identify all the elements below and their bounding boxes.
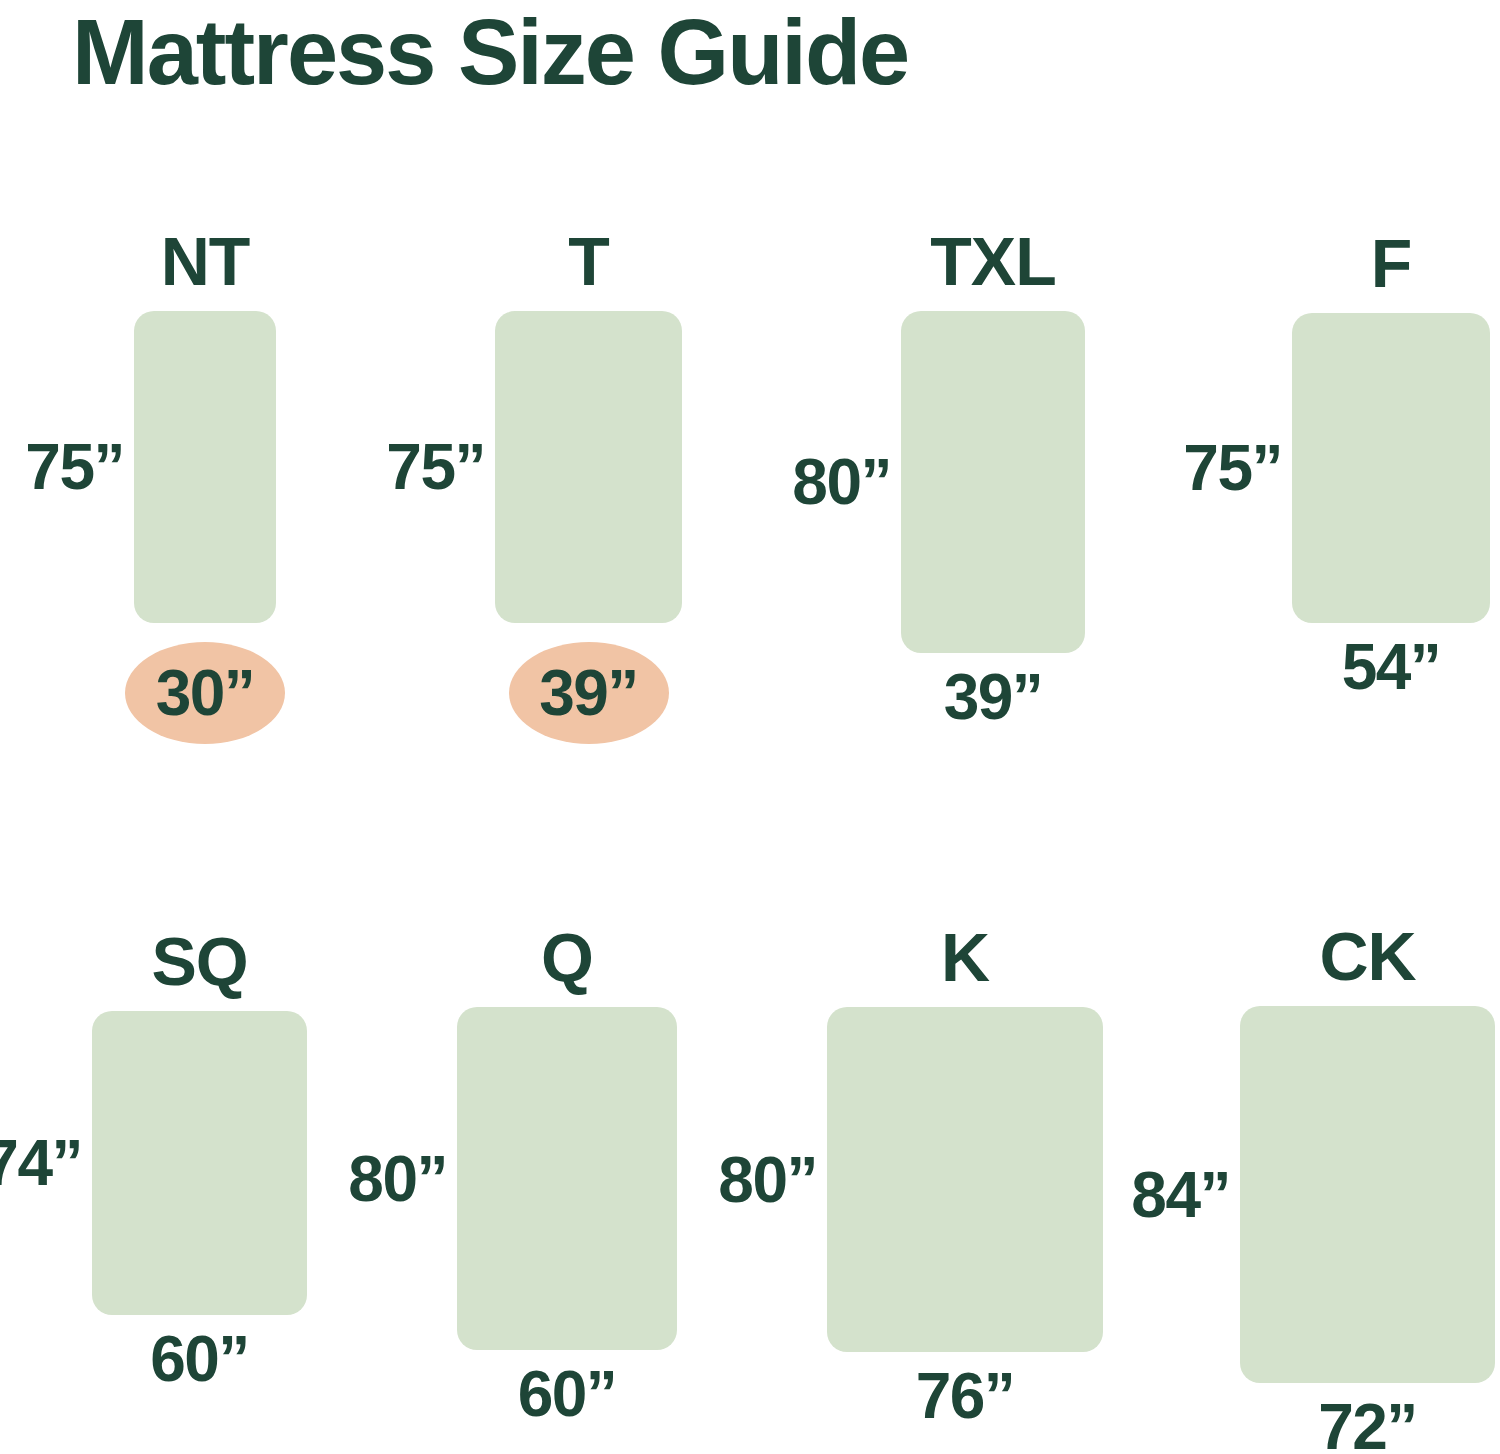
height-dimension-label: 80” [792,450,891,514]
width-dimension-label: 76” [916,1364,1015,1428]
mattress-rect [1240,1006,1495,1383]
page-title: Mattress Size Guide [72,2,908,102]
height-dimension-label: 75” [386,435,485,499]
height-dimension-label: 74” [0,1131,82,1195]
size-code-label: CK [1319,922,1415,990]
mattress-size-guide-diagram: Mattress Size Guide NT 75” 30” T 75” 39”… [0,0,1500,1454]
highlight-oval: 30” [125,642,285,744]
mattress-rect [827,1007,1103,1352]
mattress-rect [457,1007,677,1350]
height-dimension-label: 75” [1183,436,1282,500]
highlight-oval: 39” [509,642,669,744]
mattress-rect [92,1011,307,1315]
height-dimension-label: 80” [348,1147,447,1211]
width-dimension-label: 60” [150,1327,249,1391]
width-dimension-label: 54” [1342,635,1441,699]
mattress-rect [495,311,682,623]
size-code-label: F [1371,229,1412,297]
size-code-label: K [941,923,989,991]
mattress-rect [1292,313,1490,623]
size-code-label: T [568,227,609,295]
height-dimension-label: 75” [25,435,124,499]
size-code-label: SQ [151,927,247,995]
width-dimension-label: 39” [944,665,1043,729]
size-code-label: NT [161,227,250,295]
mattress-rect [901,311,1085,653]
size-code-label: TXL [930,227,1055,295]
height-dimension-label: 80” [718,1148,817,1212]
mattress-rect [134,311,276,623]
width-dimension-label: 60” [518,1362,617,1426]
height-dimension-label: 84” [1131,1163,1230,1227]
size-code-label: Q [541,923,593,991]
width-dimension-label: 72” [1318,1395,1417,1454]
